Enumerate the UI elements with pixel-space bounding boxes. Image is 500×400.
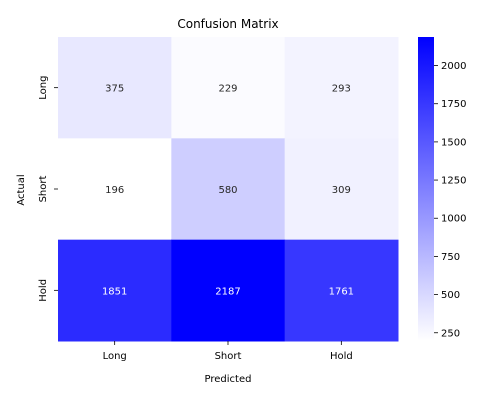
colorbar-tick-label-0: 250	[441, 328, 460, 339]
x-tick-label-2: Hold	[330, 351, 353, 362]
heatmap-cell-0-2	[284, 37, 399, 139]
heatmap-cell-1-0	[58, 138, 172, 241]
y-tick-label-1: Short	[38, 176, 49, 203]
y-tick-label-0: Long	[38, 76, 49, 100]
heatmap-cell-0-1	[171, 37, 286, 139]
cell-value-0-1: 229	[218, 84, 237, 95]
heatmap-cell-1-2	[284, 138, 399, 241]
x-tick-label-1: Short	[215, 351, 242, 362]
heatmap-cell-2-0	[58, 239, 172, 342]
heatmap-cell-2-2	[284, 239, 399, 342]
x-axis-ticks: Long Short Hold	[103, 341, 353, 362]
cell-value-1-2: 309	[332, 185, 351, 196]
cell-value-2-1: 2187	[215, 286, 240, 297]
x-tick-label-0: Long	[103, 351, 127, 362]
colorbar-tick-label-6: 1750	[441, 99, 466, 110]
colorbar-tick-label-3: 1000	[441, 214, 466, 225]
cell-value-1-1: 580	[218, 185, 237, 196]
colorbar-tick-label-7: 2000	[441, 61, 466, 72]
cell-value-2-2: 1761	[329, 286, 354, 297]
cell-value-0-0: 375	[105, 84, 124, 95]
x-axis-label: Predicted	[205, 374, 252, 385]
cell-value-1-0: 196	[105, 185, 124, 196]
colorbar	[418, 37, 434, 341]
heatmap-cell-0-0	[58, 37, 172, 139]
y-tick-label-2: Hold	[38, 279, 49, 302]
cell-value-2-0: 1851	[102, 286, 127, 297]
heatmap-cell-1-1	[171, 138, 286, 241]
heatmap-cells: 375 229 293 196 580 309 1851 2187 1761	[58, 37, 399, 342]
colorbar-ticks: 250 500 750 1000 1250 1500 1750 2000	[434, 61, 466, 339]
chart-title: Confusion Matrix	[177, 17, 278, 31]
y-axis-label: Actual	[16, 174, 27, 205]
heatmap-cell-2-1	[171, 239, 286, 342]
cell-value-0-2: 293	[332, 84, 351, 95]
colorbar-tick-label-4: 1250	[441, 176, 466, 187]
y-axis-ticks: Long Short Hold	[38, 76, 58, 302]
colorbar-tick-label-5: 1500	[441, 137, 466, 148]
colorbar-tick-label-1: 500	[441, 290, 460, 301]
colorbar-tick-label-2: 750	[441, 252, 460, 263]
